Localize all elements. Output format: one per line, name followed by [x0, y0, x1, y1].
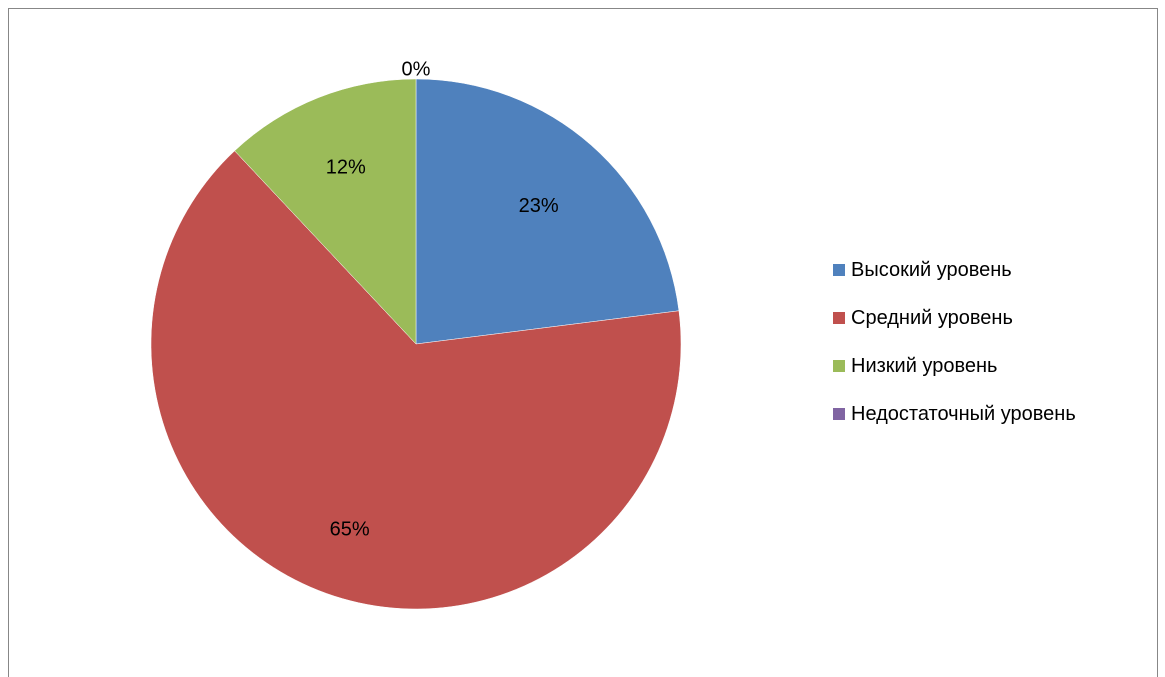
legend-item: Низкий уровень	[833, 354, 1076, 378]
legend-item: Недостаточный уровень	[833, 402, 1076, 426]
legend-label: Средний уровень	[851, 306, 1013, 329]
slice-2-label: 65%	[330, 519, 370, 541]
legend-swatch	[833, 264, 845, 276]
legend-item: Высокий уровень	[833, 258, 1076, 282]
slice-1	[415, 78, 680, 345]
legend-swatch	[833, 312, 845, 324]
legend-swatch	[833, 408, 845, 420]
legend-label: Высокий уровень	[851, 258, 1012, 281]
slice-1-label: 23%	[519, 195, 559, 217]
legend-label: Низкий уровень	[851, 354, 998, 377]
pie-slices	[150, 78, 682, 610]
slice-3	[234, 78, 417, 345]
slice-3-label: 12%	[326, 157, 366, 179]
slice-4-label: 0%	[402, 58, 431, 80]
legend: Высокий уровень Средний уровень Низкий уро…	[833, 258, 1076, 450]
pie-data-labels: 23% 65% 12% 0%	[326, 58, 559, 540]
legend-item: Средний уровень	[833, 306, 1076, 330]
legend-swatch	[833, 360, 845, 372]
legend-label: Недостаточный уровень	[851, 402, 1076, 425]
slice-2	[150, 150, 682, 610]
